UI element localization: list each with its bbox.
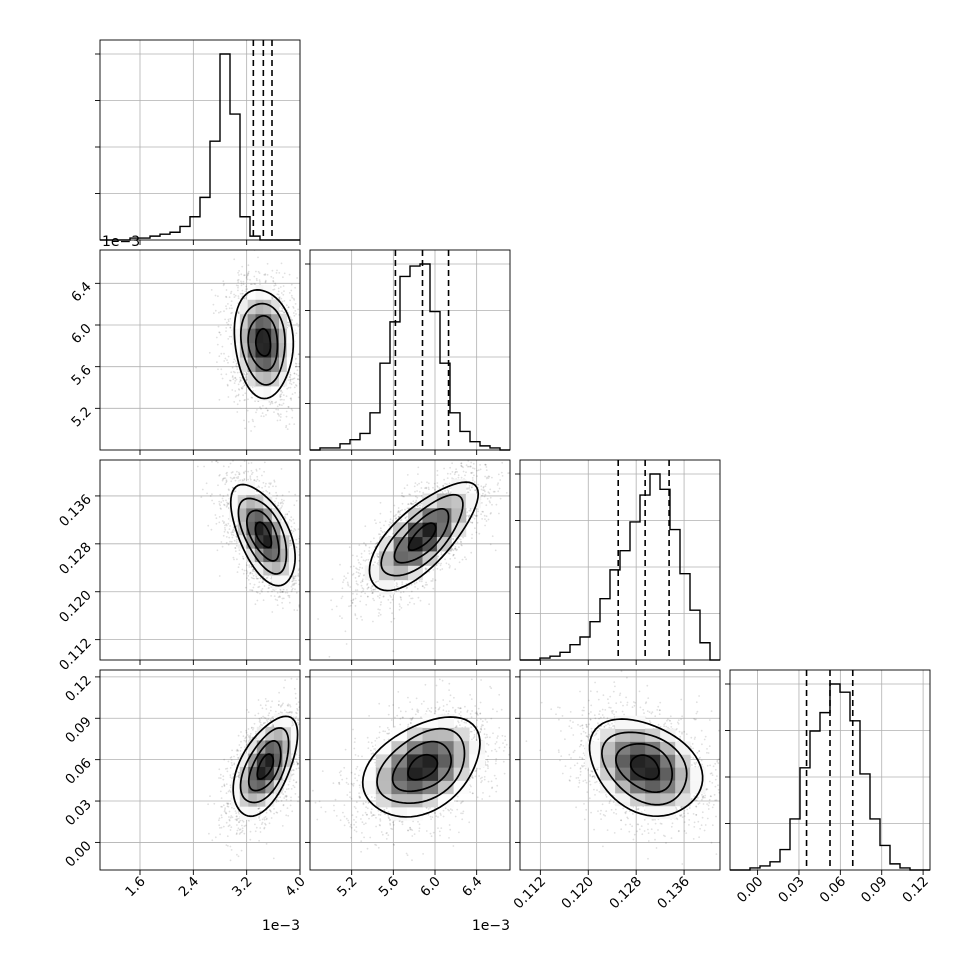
x-tick-label: 4.0 [282, 874, 309, 901]
histogram-panel-0 [95, 39, 301, 245]
y-tick-label: 0.00 [62, 838, 95, 871]
contour-level-3 [232, 715, 299, 818]
scatter-panel-0-2: 0.112 0.120 0.128 0.136 [56, 459, 301, 674]
panel-frame [519, 459, 721, 661]
x-tick-label: 0.12 [899, 874, 932, 907]
y-tick-label: 0.128 [56, 539, 95, 578]
contour-level-0 [407, 753, 439, 781]
x-tick-label: 5.2 [334, 874, 361, 901]
contour-level-1 [615, 742, 674, 794]
y-tick-label: 0.03 [62, 797, 95, 830]
scatter-panel-0-1: 5.2 5.6 6.0 6.4 [68, 249, 301, 455]
x-tick-label: 0.03 [775, 874, 808, 907]
y-tick-label: 5.6 [68, 362, 95, 389]
contour-level-2 [376, 727, 466, 805]
contour-level-3 [233, 289, 295, 400]
scatter-panel-2-3: 0.112 0.120 0.128 0.136 [511, 669, 721, 913]
contour-level-2 [601, 731, 688, 806]
x-offset-text: 1e−3 [262, 918, 300, 934]
y-offset-text: 1e−3 [102, 234, 140, 250]
scatter-panel-1-3: 5.2 5.6 6.0 6.4 [305, 669, 511, 901]
panel-frame [309, 459, 511, 661]
contour-level-1 [245, 509, 280, 562]
x-tick-label: 6.0 [417, 874, 444, 901]
panel-frame [309, 249, 511, 451]
contour-level-0 [254, 327, 272, 357]
x-tick-label: 0.00 [734, 874, 767, 907]
x-tick-label: 1.6 [122, 874, 149, 901]
contour-level-0 [407, 522, 437, 552]
scatter-panel-1-2 [305, 459, 511, 665]
histogram-step-line [730, 683, 930, 871]
contour-level-0 [254, 521, 273, 549]
contour-level-1 [247, 740, 282, 792]
y-tick-label: 6.0 [68, 321, 95, 348]
contour-level-1 [247, 314, 279, 372]
contour-level-2 [237, 497, 288, 575]
histogram-panel-2 [515, 459, 721, 665]
panel-frame [309, 669, 511, 871]
x-tick-label: 0.136 [654, 874, 693, 913]
y-tick-label: 0.112 [56, 635, 95, 674]
panel-frame [99, 669, 301, 871]
x-tick-label: 0.06 [817, 874, 850, 907]
x-tick-label: 2.4 [176, 874, 203, 901]
panel-frame [519, 669, 721, 871]
contour-level-0 [256, 753, 275, 780]
x-tick-label: 3.2 [229, 874, 256, 901]
panel-background [310, 250, 510, 450]
y-tick-label: 0.120 [56, 587, 95, 626]
x-tick-label: 0.112 [511, 874, 550, 913]
x-tick-label: 6.4 [459, 874, 486, 901]
contour-level-1 [393, 507, 450, 564]
contour-level-3 [588, 718, 704, 818]
x-offset-text: 1e−3 [472, 918, 510, 934]
histogram-step-line [520, 473, 720, 661]
y-tick-label: 5.2 [68, 404, 95, 431]
panel-frame [99, 459, 301, 661]
contour-level-3 [229, 483, 296, 587]
contour-level-2 [239, 727, 290, 804]
y-tick-label: 0.12 [62, 672, 95, 705]
histogram-step-line [310, 263, 510, 451]
y-tick-label: 0.136 [56, 491, 95, 530]
panel-frame [99, 249, 301, 451]
x-tick-label: 0.09 [858, 874, 891, 907]
y-tick-label: 0.06 [62, 755, 95, 788]
contour-level-2 [380, 493, 464, 577]
histogram-panel-3: 0.00 0.03 0.06 0.09 0.12 [725, 669, 932, 907]
contour-level-2 [239, 302, 286, 386]
panel-frame [99, 39, 301, 241]
x-tick-label: 0.120 [558, 874, 597, 913]
contour-level-3 [368, 481, 480, 592]
y-tick-label: 6.4 [68, 279, 95, 306]
scatter-panel-0-3: 1.6 2.4 3.2 4.0 0.00 0.03 0.06 0.09 0.12 [62, 669, 309, 901]
y-tick-label: 0.09 [62, 714, 95, 747]
contour-level-3 [361, 716, 481, 818]
histogram-panel-1 [305, 249, 511, 455]
contour-level-1 [391, 740, 453, 793]
histogram-step-line [100, 53, 300, 241]
x-tick-label: 5.6 [376, 874, 403, 901]
x-tick-label: 0.128 [606, 874, 645, 913]
contour-level-0 [629, 754, 660, 781]
panel-frame [729, 669, 931, 871]
